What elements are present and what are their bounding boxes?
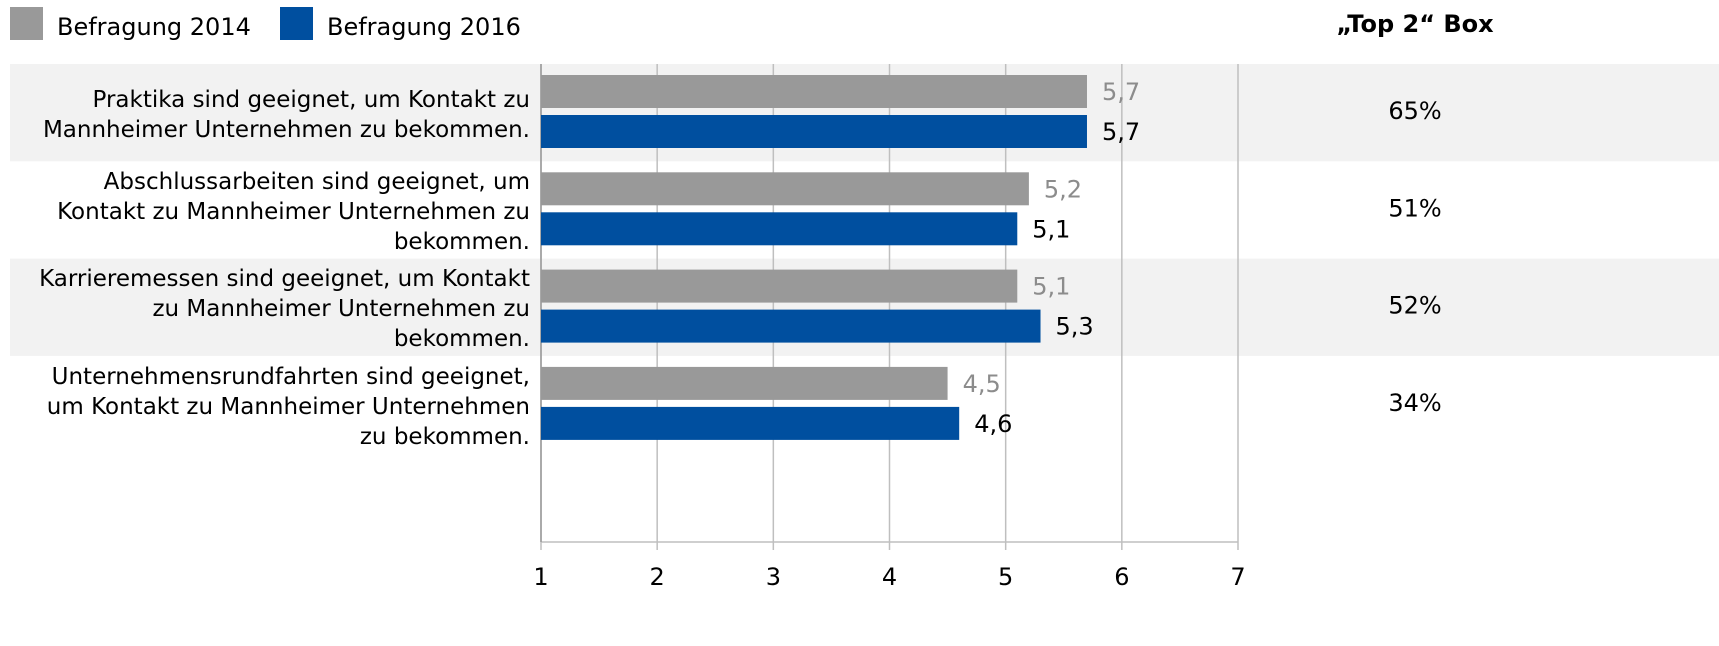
x-tick-label: 1 bbox=[533, 563, 548, 591]
bar bbox=[541, 309, 1041, 343]
value-label: 5,1 bbox=[1032, 273, 1070, 301]
top2-value: 34% bbox=[1388, 389, 1441, 417]
legend-label: Befragung 2014 bbox=[57, 13, 251, 41]
bar bbox=[541, 366, 948, 400]
value-label: 4,5 bbox=[963, 370, 1001, 398]
bar bbox=[541, 172, 1029, 206]
bar bbox=[541, 115, 1087, 148]
bar bbox=[541, 406, 960, 440]
category-label: Karrieremessen sind geeignet, um Kontakt… bbox=[39, 266, 530, 353]
value-label: 5,3 bbox=[1056, 313, 1094, 341]
category-label: Praktika sind geeignet, um Kontakt zu Ma… bbox=[42, 86, 530, 143]
category-label: Unternehmensrundfahrten sind geeignet, u… bbox=[46, 363, 530, 450]
top2-value: 51% bbox=[1388, 194, 1441, 222]
top2-value: 65% bbox=[1388, 97, 1441, 125]
x-tick-label: 6 bbox=[1114, 563, 1129, 591]
value-label: 5,7 bbox=[1102, 78, 1140, 106]
value-label: 4,6 bbox=[974, 410, 1012, 438]
x-tick-label: 7 bbox=[1230, 563, 1245, 591]
value-label: 5,7 bbox=[1102, 118, 1140, 146]
x-tick-label: 4 bbox=[882, 563, 897, 591]
value-label: 5,2 bbox=[1044, 175, 1082, 203]
top2-title: „Top 2“ Box bbox=[1336, 10, 1494, 38]
category-label: Abschlussarbeiten sind geeignet, um Kont… bbox=[57, 168, 530, 255]
legend-swatch bbox=[10, 7, 43, 40]
x-tick-label: 5 bbox=[998, 563, 1013, 591]
x-tick-label: 3 bbox=[766, 563, 781, 591]
value-label: 5,1 bbox=[1032, 215, 1070, 243]
legend-label: Befragung 2016 bbox=[327, 13, 521, 41]
legend-swatch bbox=[280, 7, 313, 40]
x-tick-label: 2 bbox=[650, 563, 665, 591]
bar bbox=[541, 269, 1018, 303]
bar bbox=[541, 212, 1018, 246]
bar bbox=[541, 75, 1087, 108]
top2-value: 52% bbox=[1388, 292, 1441, 320]
